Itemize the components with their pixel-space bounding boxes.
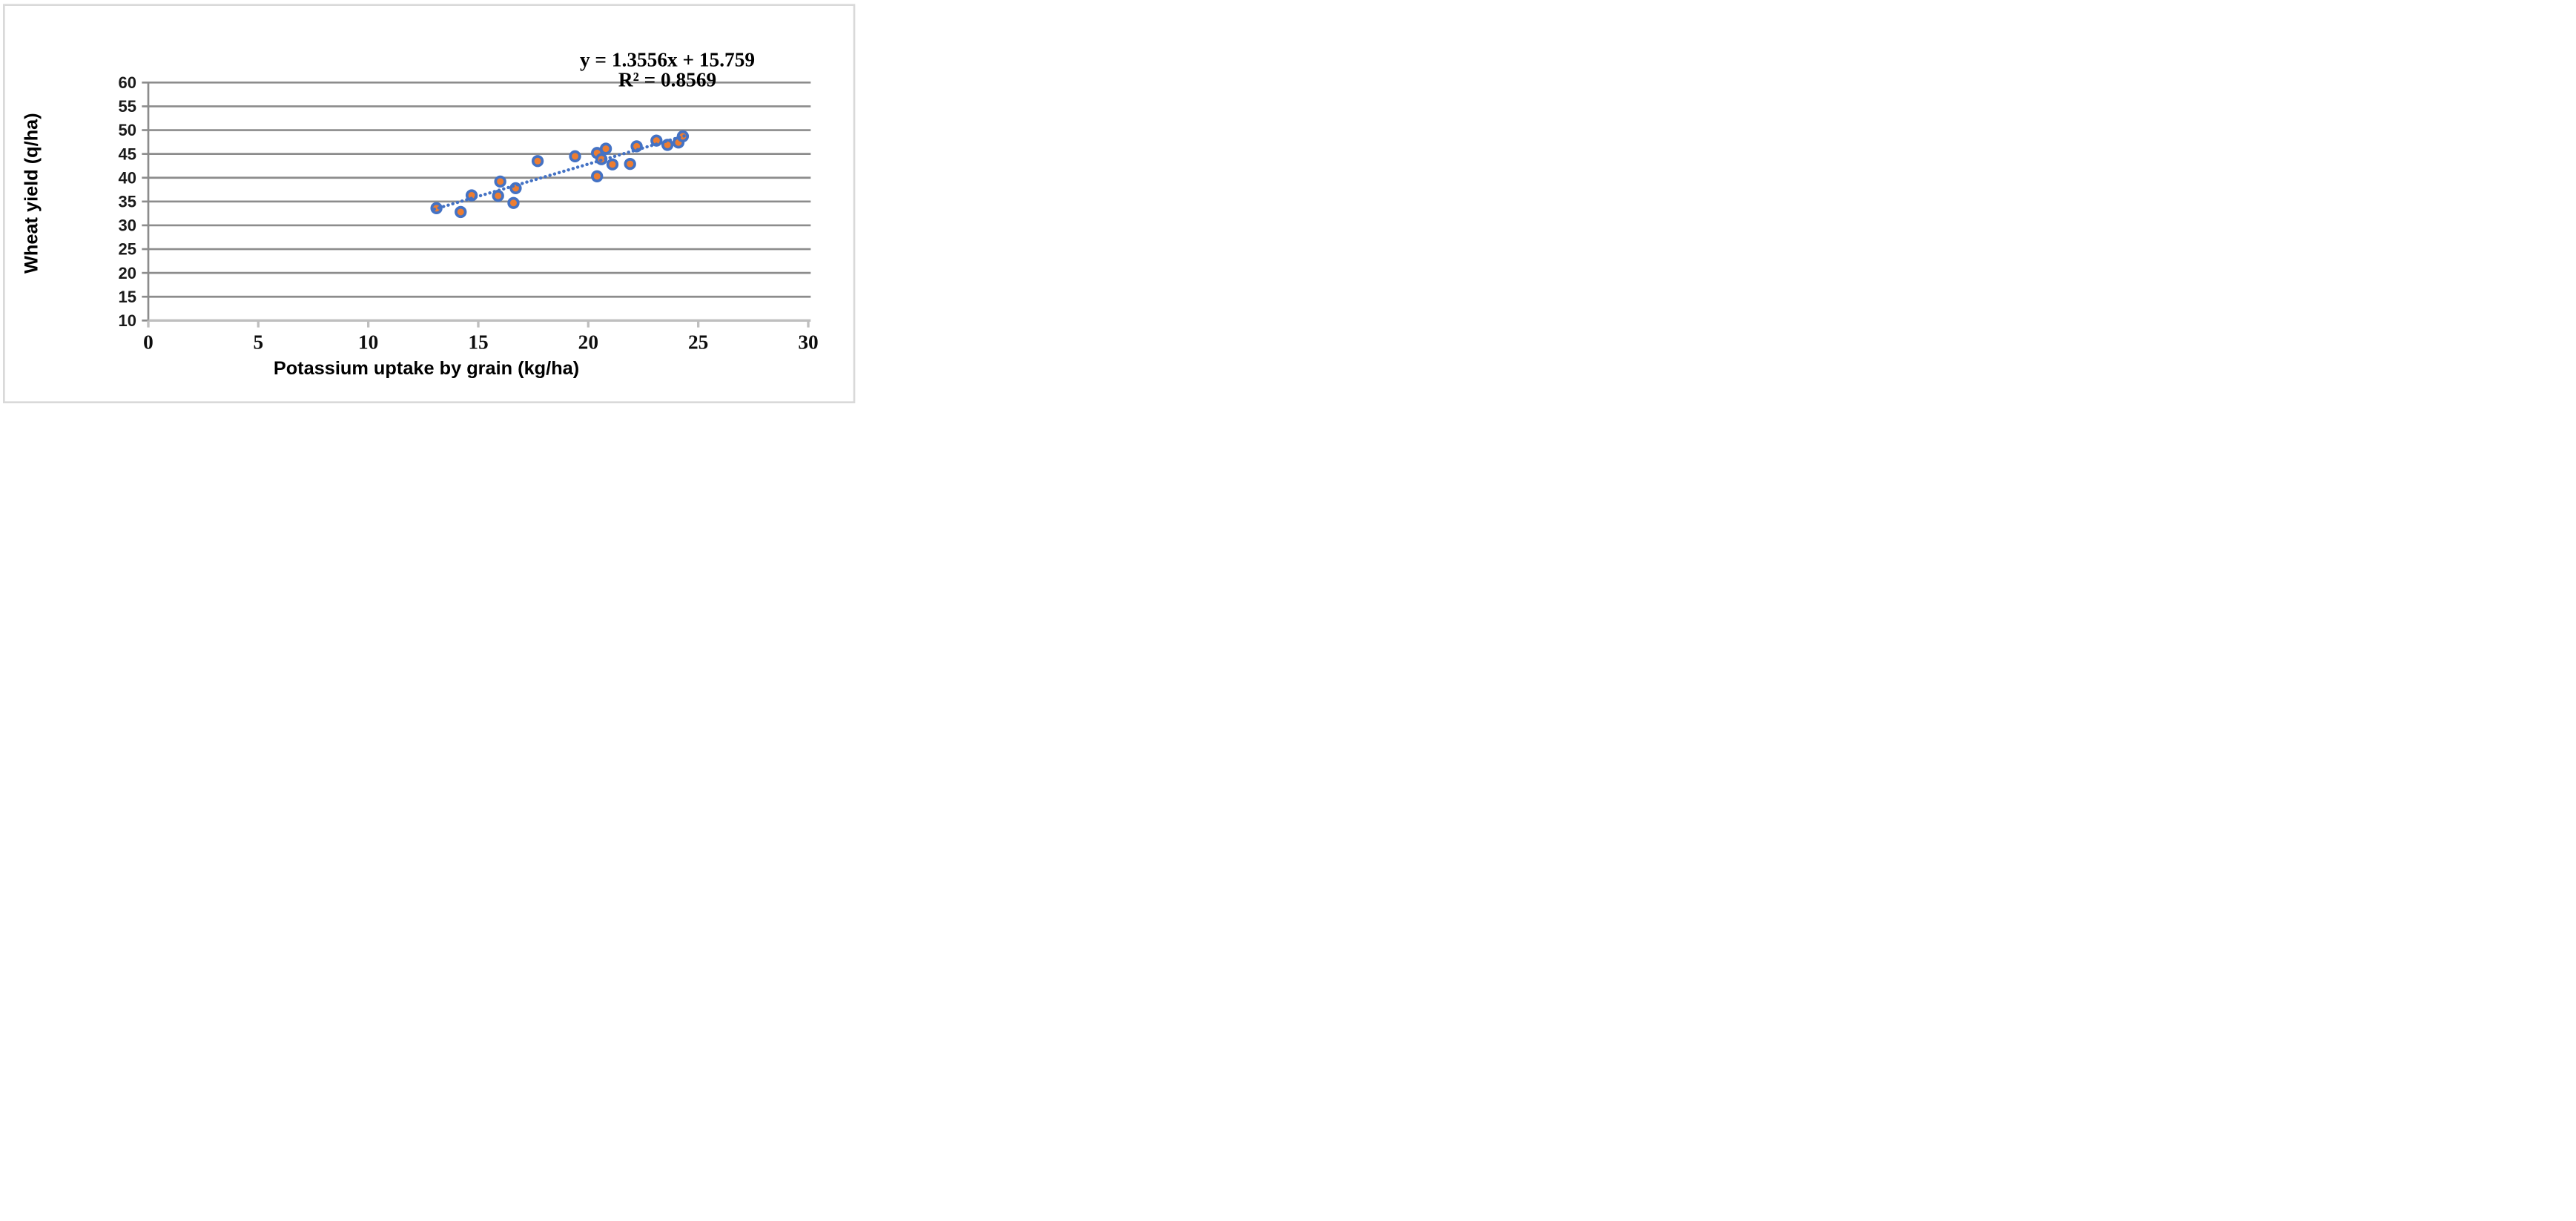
chart-canvas: 10 15 20 25 30 35 40 45 50 55 60 0 5 10 15 20 25 30 y = 1… (3, 4, 856, 403)
y-tick-label-55: 55 (119, 97, 136, 116)
y-tick-label-60: 60 (119, 73, 136, 92)
data-point-8 (569, 150, 581, 163)
data-point-2 (465, 189, 478, 202)
y-tick-label-20: 20 (119, 264, 136, 282)
x-tick-label-20: 20 (578, 331, 598, 354)
y-tick-label-50: 50 (119, 121, 136, 139)
tick-labels-layer: 10 15 20 25 30 35 40 45 50 55 60 0 5 10 15 20 25 30 (119, 73, 819, 354)
x-tick-label-10: 10 (358, 331, 378, 354)
trendline-equation-label: y = 1.3556x + 15.759 (580, 48, 755, 70)
trendline-layer (432, 133, 688, 211)
y-tick-label-15: 15 (119, 288, 136, 306)
data-point-14 (624, 157, 636, 171)
data-point-13 (591, 170, 604, 182)
y-axis-title: Wheat yield (q/ha) (22, 113, 42, 274)
y-tick-label-35: 35 (119, 193, 136, 211)
x-axis-title: Potassium uptake by grain (kg/ha) (274, 358, 579, 379)
data-point-1 (455, 205, 467, 219)
data-point-4 (494, 175, 506, 188)
y-tick-label-25: 25 (119, 240, 136, 259)
x-tick-label-0: 0 (143, 331, 153, 354)
y-tick-label-40: 40 (119, 168, 136, 187)
x-tick-label-30: 30 (798, 331, 818, 354)
x-tick-label-25: 25 (688, 331, 708, 354)
data-point-6 (507, 196, 520, 209)
data-point-7 (531, 155, 544, 168)
y-tick-label-30: 30 (119, 216, 136, 235)
axes-layer (142, 82, 811, 328)
trendline (432, 133, 688, 211)
x-tick-label-5: 5 (253, 331, 263, 354)
data-point-12 (606, 158, 619, 171)
y-tick-label-10: 10 (119, 311, 136, 330)
x-tick-label-15: 15 (468, 331, 488, 354)
chart-border-frame (3, 4, 856, 403)
y-tick-label-45: 45 (119, 145, 136, 163)
data-point-10 (599, 142, 612, 155)
scatter-chart-figure: 10 15 20 25 30 35 40 45 50 55 60 0 5 10 15 20 25 30 y = 1… (0, 0, 859, 407)
r-squared-label: R² = 0.8569 (618, 69, 716, 91)
gridlines-layer (148, 82, 811, 298)
data-points-layer (430, 130, 690, 219)
